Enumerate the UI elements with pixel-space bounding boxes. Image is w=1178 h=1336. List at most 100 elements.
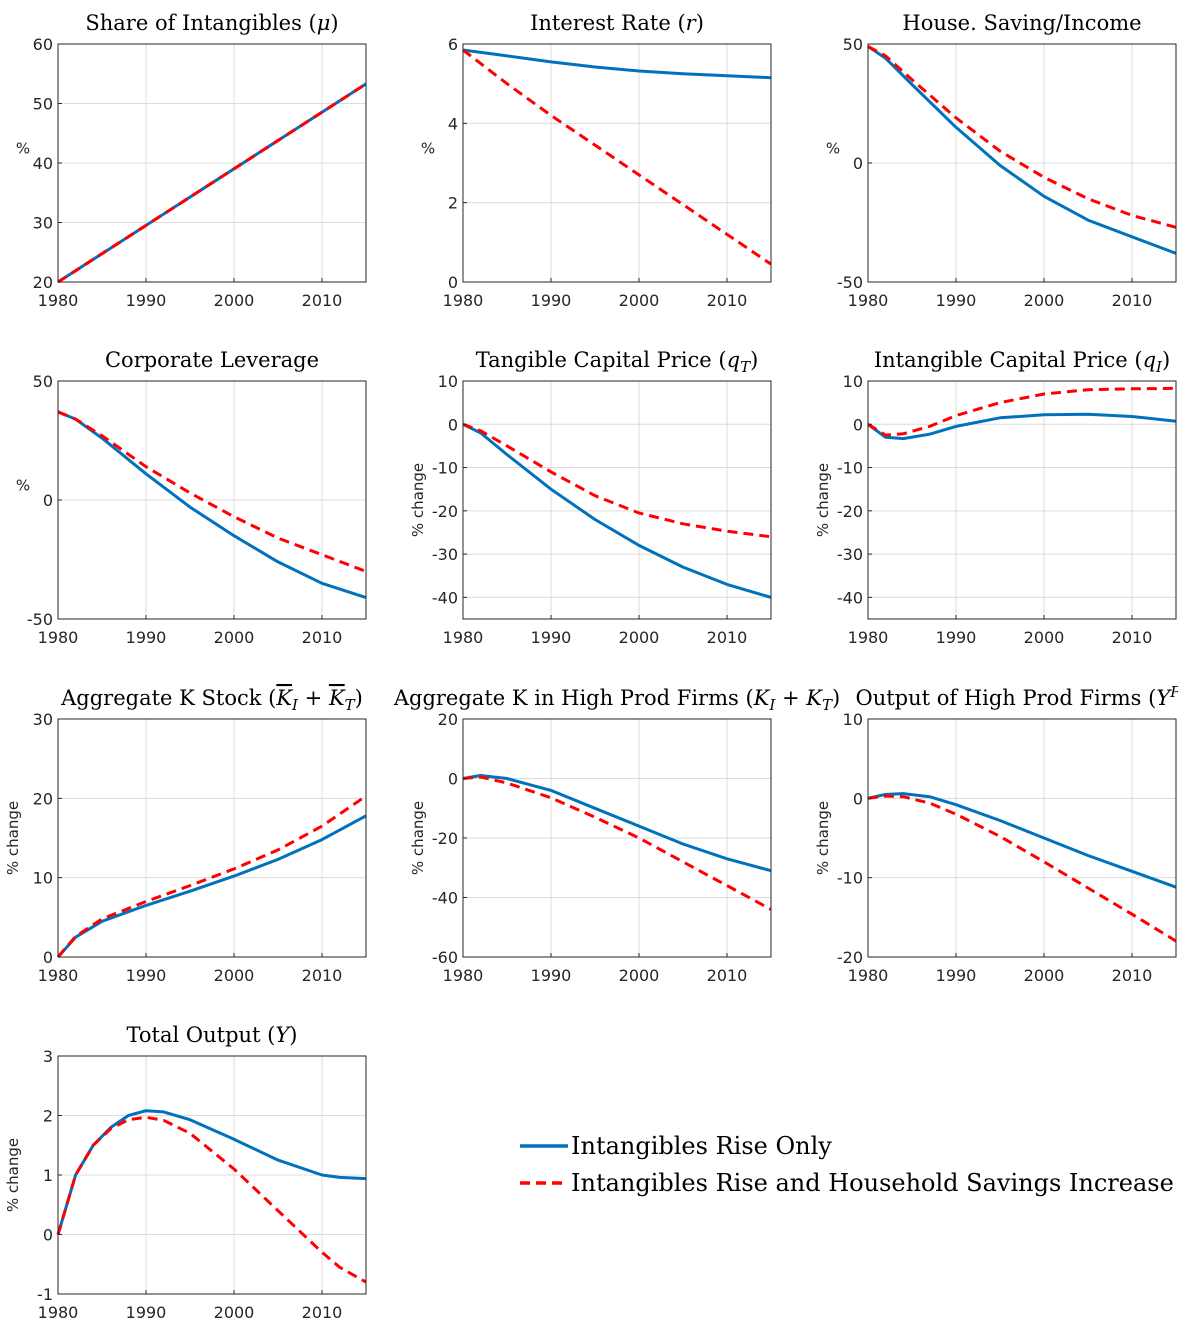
x-tick-label: 1990 (531, 291, 572, 310)
x-tick-label: 2010 (302, 966, 343, 985)
y-tick-label: 10 (438, 372, 458, 391)
x-tick-label: 2000 (214, 628, 255, 647)
x-tick-label: 2000 (1024, 966, 1065, 985)
y-tick-label: -20 (432, 829, 458, 848)
plot-frame (57, 718, 367, 958)
x-tick-label: 1980 (848, 966, 889, 985)
plot-frame (462, 380, 772, 620)
y-tick-label: -10 (837, 869, 863, 888)
plot-frame (867, 718, 1177, 958)
x-tick-label: 2010 (1112, 291, 1153, 310)
series-line-intangibles-rise-and-savings (867, 386, 1177, 437)
y-tick-label: -10 (837, 459, 863, 478)
series-line-intangibles-rise-and-savings (57, 82, 367, 284)
x-tick-label: 2000 (1024, 628, 1065, 647)
y-tick-label: 10 (33, 869, 53, 888)
y-axis-label: % (16, 139, 30, 157)
y-tick-label: 0 (43, 491, 53, 510)
y-tick-label: 10 (843, 710, 863, 729)
x-tick-label: 1980 (848, 628, 889, 647)
y-tick-label: -40 (432, 889, 458, 908)
x-tick-label: 2010 (302, 291, 343, 310)
y-tick-label: 60 (33, 35, 53, 54)
x-tick-label: 2000 (619, 966, 660, 985)
y-tick-label: 4 (448, 114, 458, 133)
y-tick-label: 0 (853, 415, 863, 434)
y-tick-label: -50 (837, 273, 863, 292)
chart-total-output: 1980 1990 2000 2010 -1 0 1 2 3 % change Total Outp… (4, 1023, 367, 1322)
chart-title: House. Saving/Income (902, 11, 1141, 35)
series-line-intangibles-rise-and-savings (462, 775, 772, 911)
series-line-intangibles-rise-only (56, 814, 367, 958)
x-tick-label: 1990 (126, 291, 167, 310)
y-tick-label: 2 (43, 1107, 53, 1126)
y-axis-label: % change (4, 1138, 22, 1212)
x-tick-label: 1990 (936, 966, 977, 985)
x-tick-label: 2000 (214, 291, 255, 310)
series-line-intangibles-rise-and-savings (462, 48, 772, 266)
x-tick-label: 1980 (38, 966, 79, 985)
series-line-intangibles-rise-only (56, 1109, 367, 1235)
y-tick-label: 6 (448, 35, 458, 54)
y-tick-label: 0 (43, 948, 53, 967)
y-axis-label: % (421, 139, 435, 157)
legend-label-intangibles-rise-and-savings: Intangibles Rise and Household Savings I… (571, 1169, 1174, 1197)
chart-title: Output of High Prod Firms (YP) (855, 683, 1178, 710)
y-tick-label: 30 (33, 710, 53, 729)
chart-aggregate-k-stock: 1980 1990 2000 2010 0 10 20 30 % change Aggregate… (4, 686, 367, 985)
y-tick-label: 0 (853, 154, 863, 173)
x-tick-label: 1980 (443, 966, 484, 985)
y-axis-label: % change (409, 801, 427, 875)
y-tick-label: -50 (27, 610, 53, 629)
x-tick-label: 2010 (302, 1303, 343, 1322)
series-line-intangibles-rise-only (57, 410, 367, 600)
x-tick-label: 1990 (936, 291, 977, 310)
y-tick-label: 20 (33, 789, 53, 808)
chart-tangible-capital-price: 1980 1990 2000 2010 -40 -30 -20 -10 0 10 % change T… (409, 348, 772, 647)
x-tick-label: 1990 (531, 966, 572, 985)
series-line-intangibles-rise-only (462, 48, 772, 80)
chart-aggregate-k-in-high-prod-firms: 1980 1990 2000 2010 -60 -40 -20 0 20 % change Aggr… (393, 686, 840, 985)
x-tick-label: 2010 (707, 966, 748, 985)
y-tick-label: -20 (432, 502, 458, 521)
y-tick-label: 0 (853, 789, 863, 808)
y-tick-label: 0 (448, 415, 458, 434)
legend: Intangibles Rise Only Intangibles Rise a… (520, 1132, 1174, 1197)
y-axis-label: % (826, 139, 840, 157)
x-tick-label: 2000 (619, 628, 660, 647)
legend-label-intangibles-rise-only: Intangibles Rise Only (571, 1132, 832, 1160)
x-tick-label: 2010 (1112, 628, 1153, 647)
x-tick-label: 1980 (38, 291, 79, 310)
plot-frame (867, 380, 1177, 620)
series-line-intangibles-rise-only (867, 412, 1177, 441)
x-tick-label: 1980 (38, 1303, 79, 1322)
x-tick-label: 1990 (126, 966, 167, 985)
y-tick-label: 50 (843, 35, 863, 54)
y-axis-label: % (16, 476, 30, 494)
y-tick-label: 50 (33, 372, 53, 391)
x-tick-label: 2010 (1112, 966, 1153, 985)
y-tick-label: -30 (432, 545, 458, 564)
x-tick-label: 2000 (619, 291, 660, 310)
y-tick-label: 0 (448, 770, 458, 789)
chart-title: Aggregate K Stock (KI + KT) (60, 686, 363, 714)
plot-frame (462, 43, 772, 283)
y-tick-label: -20 (837, 502, 863, 521)
y-axis-label: % change (814, 463, 832, 537)
y-tick-label: 20 (33, 273, 53, 292)
y-tick-label: 0 (43, 1226, 53, 1245)
series-line-intangibles-rise-and-savings (867, 45, 1177, 229)
x-tick-label: 1980 (848, 291, 889, 310)
y-tick-label: -10 (432, 459, 458, 478)
chart-share-of-intangibles: 1980 1990 2000 2010 20 30 40 50 60% Share of Inta… (16, 11, 367, 310)
x-tick-label: 1990 (531, 628, 572, 647)
y-tick-label: 30 (33, 214, 53, 233)
series-line-intangibles-rise-and-savings (56, 1115, 367, 1284)
x-tick-label: 1990 (936, 628, 977, 647)
y-tick-label: 50 (33, 95, 53, 114)
x-tick-label: 2000 (214, 966, 255, 985)
x-tick-label: 1980 (38, 628, 79, 647)
x-tick-label: 2010 (302, 628, 343, 647)
chart-title: Interest Rate (r) (530, 11, 704, 35)
y-tick-label: -1 (37, 1285, 53, 1304)
